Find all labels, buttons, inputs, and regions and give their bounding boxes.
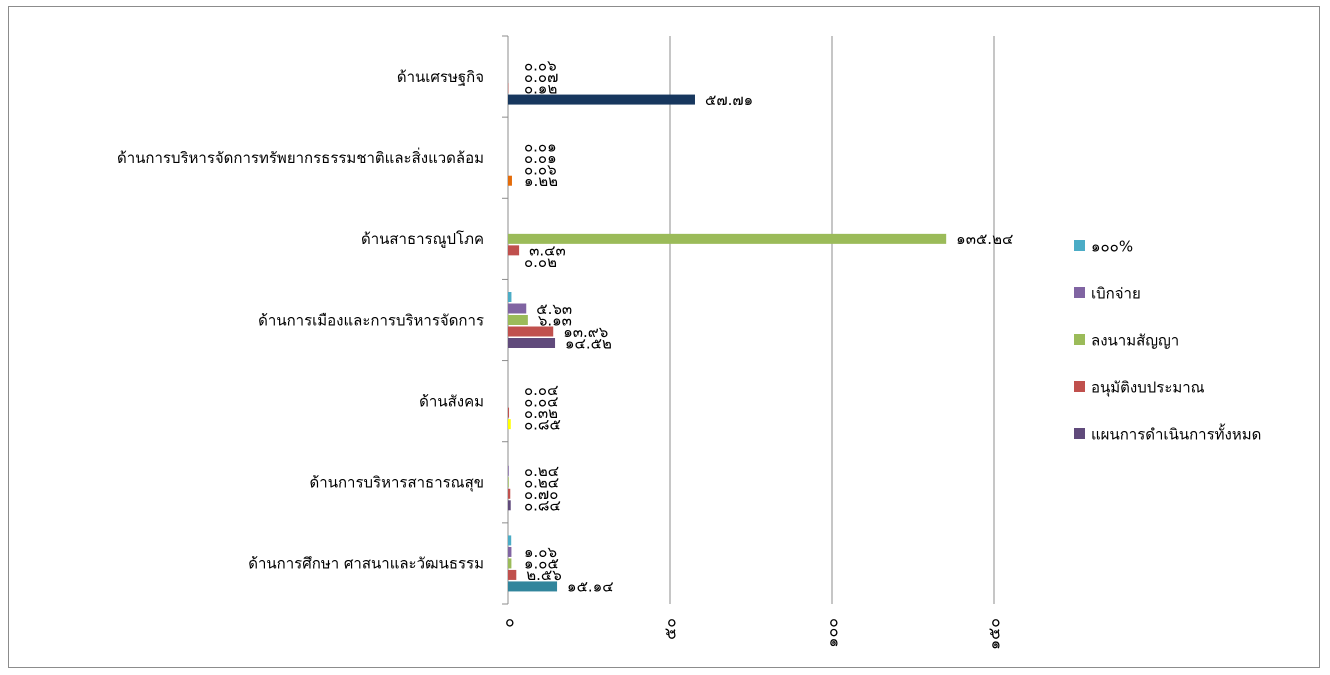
category-label-0: ด้านเศรษฐกิจ [397,68,484,86]
data-label-5-3: ๐.๗๐ [524,485,558,503]
category-label-2: ด้านสาธารณูปโภค [361,230,484,248]
category-label-4: ด้านสังคม [419,392,484,410]
category-label-3: ด้านการเมืองและการบริหารจัดการ [258,311,484,329]
legend-label-1: เบิกจ่าย [1091,284,1141,302]
data-label-0-4: ๕๗.๗๑ [705,91,753,109]
bar-3-2 [508,315,528,325]
data-label-3-4: ๑๔.๕๒ [565,334,612,352]
legend-label-4: แผนการดำเนินการทั้งหมด [1091,423,1261,443]
data-label-2-3: ๓.๔๓ [529,242,566,260]
bar-6-0 [508,535,512,546]
x-tick-label-2: ๑๐๐ [823,618,842,648]
data-label-6-4: ๑๕.๑๔ [567,578,614,596]
legend-swatch-3 [1074,381,1085,392]
data-label-6-3: ๒.๕๖ [526,566,562,584]
bar-6-4 [508,581,558,592]
bar-5-2 [508,477,509,488]
data-label-3-2: ๖.๑๓ [538,311,572,329]
chart-frame [8,6,1320,668]
x-tick-label-0: ๐ [499,618,518,628]
data-label-0-1: ๐.๐๖ [524,56,557,74]
legend-swatch-2 [1074,334,1085,345]
legend-label-2: ลงนามสัญญา [1091,331,1179,349]
x-tick-label-1: ๕๐ [661,618,680,640]
bar-3-4 [508,338,556,348]
bar-3-3 [508,326,554,337]
data-label-4-1: ๐.๐๔ [524,381,558,399]
data-label-3-3: ๑๓.๙๖ [563,323,608,341]
data-label-5-4: ๐.๘๔ [524,497,561,515]
data-label-4-4: ๐.๘๕ [524,415,561,433]
data-label-6-1: ๑.๐๖ [524,543,557,561]
legend-swatch-4 [1074,428,1085,439]
data-label-6-2: ๑.๐๕ [524,555,559,573]
legend-label-0: ๑๐๐% [1091,237,1133,255]
legend-swatch-1 [1074,287,1085,298]
data-label-5-2: ๐.๒๔ [524,474,559,492]
bar-2-3 [508,245,520,256]
data-label-5-1: ๐.๒๔ [524,462,559,480]
legend-label-3: อนุมัติงบประมาณ [1091,378,1205,397]
legend-swatch-0 [1074,240,1085,251]
bar-6-3 [508,569,517,580]
bar-6-1 [508,546,512,557]
data-label-0-3: ๐.๑๒ [524,79,557,97]
x-tick-label-3: ๑๕๐ [985,618,1004,650]
data-label-2-4: ๐.๐๒ [524,253,557,271]
bar-6-2 [508,558,512,569]
data-label-4-3: ๐.๓๒ [524,404,558,422]
bar-3-1 [508,303,527,314]
category-label-6: ด้านการศึกษา ศาสนาและวัฒนธรรม [248,555,484,573]
data-label-2-2: ๑๓๕.๒๔ [956,230,1013,248]
data-label-4-2: ๐.๐๔ [524,392,558,410]
bar-4-4 [508,419,511,430]
bar-5-3 [508,488,511,499]
bar-5-4 [508,500,511,511]
data-label-1-1: ๐.๐๑ [524,137,557,155]
data-label-0-2: ๐.๐๗ [524,68,558,86]
bar-2-2 [508,233,947,244]
data-label-1-2: ๐.๐๑ [524,149,557,167]
bar-0-4 [508,94,695,105]
data-label-1-4: ๑.๒๒ [524,172,558,190]
bar-3-0 [508,292,512,302]
category-label-1: ด้านการบริหารจัดการทรัพยากรธรรมชาติและสิ… [117,147,484,167]
bar-4-3 [508,407,510,418]
data-label-1-3: ๐.๐๖ [524,160,557,178]
bar-1-4 [508,175,512,186]
data-label-3-1: ๕.๖๓ [536,300,572,318]
category-label-5: ด้านการบริหารสาธารณสุข [310,474,484,493]
bar-5-1 [508,465,509,476]
